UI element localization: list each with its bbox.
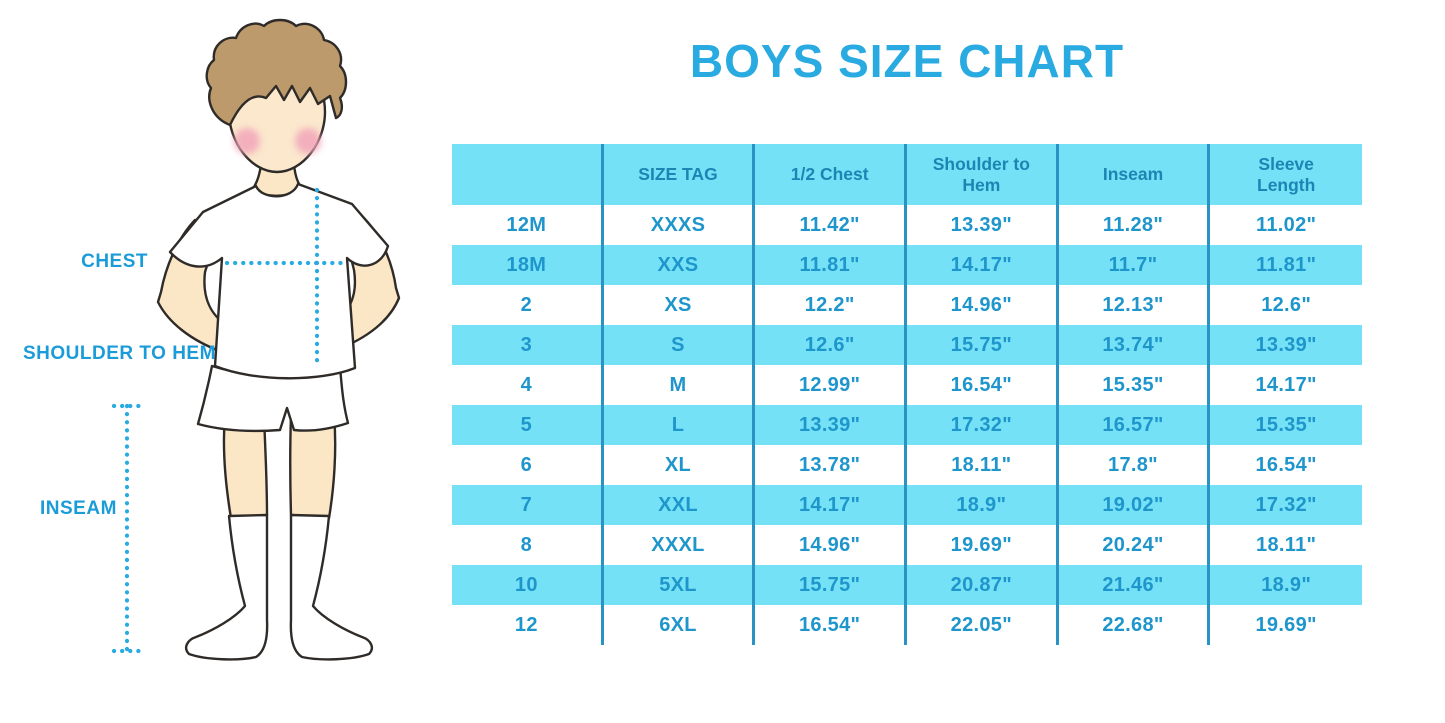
- value-cell: 11.81": [1256, 253, 1317, 276]
- value-cell: 20.24": [1059, 525, 1211, 565]
- table-row: 7 XXL 14.17" 18.9" 19.02" 17.32": [452, 485, 1362, 525]
- value-cell: 12.6": [755, 325, 907, 365]
- value-cell: 14.17": [1255, 373, 1317, 396]
- value-cell: 20.87": [907, 565, 1059, 605]
- header-cell: [452, 144, 604, 205]
- size-table-body: 12M XXXS 11.42" 13.39" 11.28" 11.02" 18M XXS 11.…: [452, 205, 1362, 645]
- size-cell: 18M: [452, 245, 604, 285]
- value-cell: 18.11": [1256, 533, 1317, 556]
- value-cell: 16.54": [907, 365, 1059, 405]
- value-cell: 13.78": [755, 445, 907, 485]
- value-cell: 15.75": [907, 325, 1059, 365]
- value-cell: XXXL: [604, 525, 756, 565]
- table-row: 5 L 13.39" 17.32" 16.57" 15.35": [452, 405, 1362, 445]
- value-cell: 5XL: [604, 565, 756, 605]
- tshirt-shape: [168, 182, 390, 380]
- sock-right: [289, 513, 373, 661]
- value-cell: 14.17": [907, 245, 1059, 285]
- size-cell: 10: [452, 565, 604, 605]
- value-cell: 19.69": [907, 525, 1059, 565]
- value-cell: 15.75": [755, 565, 907, 605]
- table-row: 3 S 12.6" 15.75" 13.74" 13.39": [452, 325, 1362, 365]
- size-cell: 6: [452, 445, 604, 485]
- chest-label: CHEST: [81, 251, 148, 272]
- value-cell: 14.96": [755, 525, 907, 565]
- value-cell: 16.57": [1059, 405, 1211, 445]
- value-cell: L: [604, 405, 756, 445]
- size-cell: 8: [452, 525, 604, 565]
- value-cell: 21.46": [1059, 565, 1211, 605]
- shoulder-to-hem-label: SHOULDER TO HEM: [23, 343, 216, 364]
- cheek-right-shape: [295, 128, 321, 154]
- value-cell: 19.02": [1059, 485, 1211, 525]
- value-cell: 11.81": [755, 245, 907, 285]
- value-cell: S: [604, 325, 756, 365]
- header-cell: Inseam: [1059, 144, 1211, 205]
- value-cell: XXXS: [604, 205, 756, 245]
- value-cell: 15.35": [1059, 365, 1211, 405]
- value-cell: XS: [604, 285, 756, 325]
- cheek-left-shape: [234, 128, 260, 154]
- value-cell: 13.39": [907, 205, 1059, 245]
- value-cell: XL: [604, 445, 756, 485]
- value-cell: 22.05": [907, 605, 1059, 645]
- measure-lines: [111, 187, 349, 654]
- value-cell: M: [604, 365, 756, 405]
- header-cell: SIZE TAG: [604, 144, 756, 205]
- value-cell: XXS: [604, 245, 756, 285]
- value-cell: 12.13": [1059, 285, 1211, 325]
- inseam-label: INSEAM: [40, 498, 117, 519]
- value-cell: 13.39": [1255, 333, 1317, 356]
- header-cell: Sleeve Length: [1257, 153, 1316, 195]
- value-cell: 14.17": [755, 485, 907, 525]
- size-table: SIZE TAG 1/2 Chest Shoulder to Hem Inseam Sl…: [452, 144, 1362, 645]
- value-cell: 18.9": [1261, 573, 1312, 596]
- value-cell: 17.32": [1255, 493, 1317, 516]
- table-row: 12 6XL 16.54" 22.05" 22.68" 19.69": [452, 605, 1362, 645]
- header-cell: 1/2 Chest: [755, 144, 907, 205]
- table-row: 6 XL 13.78" 18.11" 17.8" 16.54": [452, 445, 1362, 485]
- value-cell: 18.11": [907, 445, 1059, 485]
- sock-left: [185, 513, 269, 661]
- value-cell: 17.32": [907, 405, 1059, 445]
- value-cell: 13.74": [1059, 325, 1211, 365]
- table-row: 12M XXXS 11.42" 13.39" 11.28" 11.02": [452, 205, 1362, 245]
- boy-illustration: CHEST SHOULDER TO HEM INSEAM: [23, 18, 401, 661]
- value-cell: 11.42": [755, 205, 907, 245]
- value-cell: 13.39": [755, 405, 907, 445]
- size-cell: 12: [452, 605, 604, 645]
- table-row: 8 XXXL 14.96" 19.69" 20.24" 18.11": [452, 525, 1362, 565]
- value-cell: 14.96": [907, 285, 1059, 325]
- value-cell: 11.02": [1256, 213, 1317, 236]
- table-row: 2 XS 12.2" 14.96" 12.13" 12.6": [452, 285, 1362, 325]
- size-cell: 3: [452, 325, 604, 365]
- table-row: 10 5XL 15.75" 20.87" 21.46" 18.9": [452, 565, 1362, 605]
- hair-shape: [205, 18, 348, 127]
- size-cell: 12M: [452, 205, 604, 245]
- page-title: BOYS SIZE CHART: [689, 35, 1125, 87]
- size-cell: 5: [452, 405, 604, 445]
- value-cell: 17.8": [1059, 445, 1211, 485]
- value-cell: 16.54": [1255, 453, 1317, 476]
- value-cell: 6XL: [604, 605, 756, 645]
- value-cell: 19.69": [1255, 613, 1317, 636]
- value-cell: XXL: [604, 485, 756, 525]
- size-cell: 4: [452, 365, 604, 405]
- value-cell: 11.28": [1059, 205, 1211, 245]
- value-cell: 12.99": [755, 365, 907, 405]
- value-cell: 16.54": [755, 605, 907, 645]
- value-cell: 11.7": [1059, 245, 1211, 285]
- value-cell: 18.9": [907, 485, 1059, 525]
- size-cell: 2: [452, 285, 604, 325]
- table-row: 18M XXS 11.81" 14.17" 11.7" 11.81": [452, 245, 1362, 285]
- value-cell: 15.35": [1255, 413, 1317, 436]
- size-table-header: SIZE TAG 1/2 Chest Shoulder to Hem Inseam Sl…: [452, 144, 1362, 205]
- value-cell: 12.2": [755, 285, 907, 325]
- value-cell: 12.6": [1261, 293, 1312, 316]
- value-cell: 22.68": [1059, 605, 1211, 645]
- table-row: 4 M 12.99" 16.54" 15.35" 14.17": [452, 365, 1362, 405]
- header-cell: Shoulder to Hem: [907, 144, 1059, 205]
- size-cell: 7: [452, 485, 604, 525]
